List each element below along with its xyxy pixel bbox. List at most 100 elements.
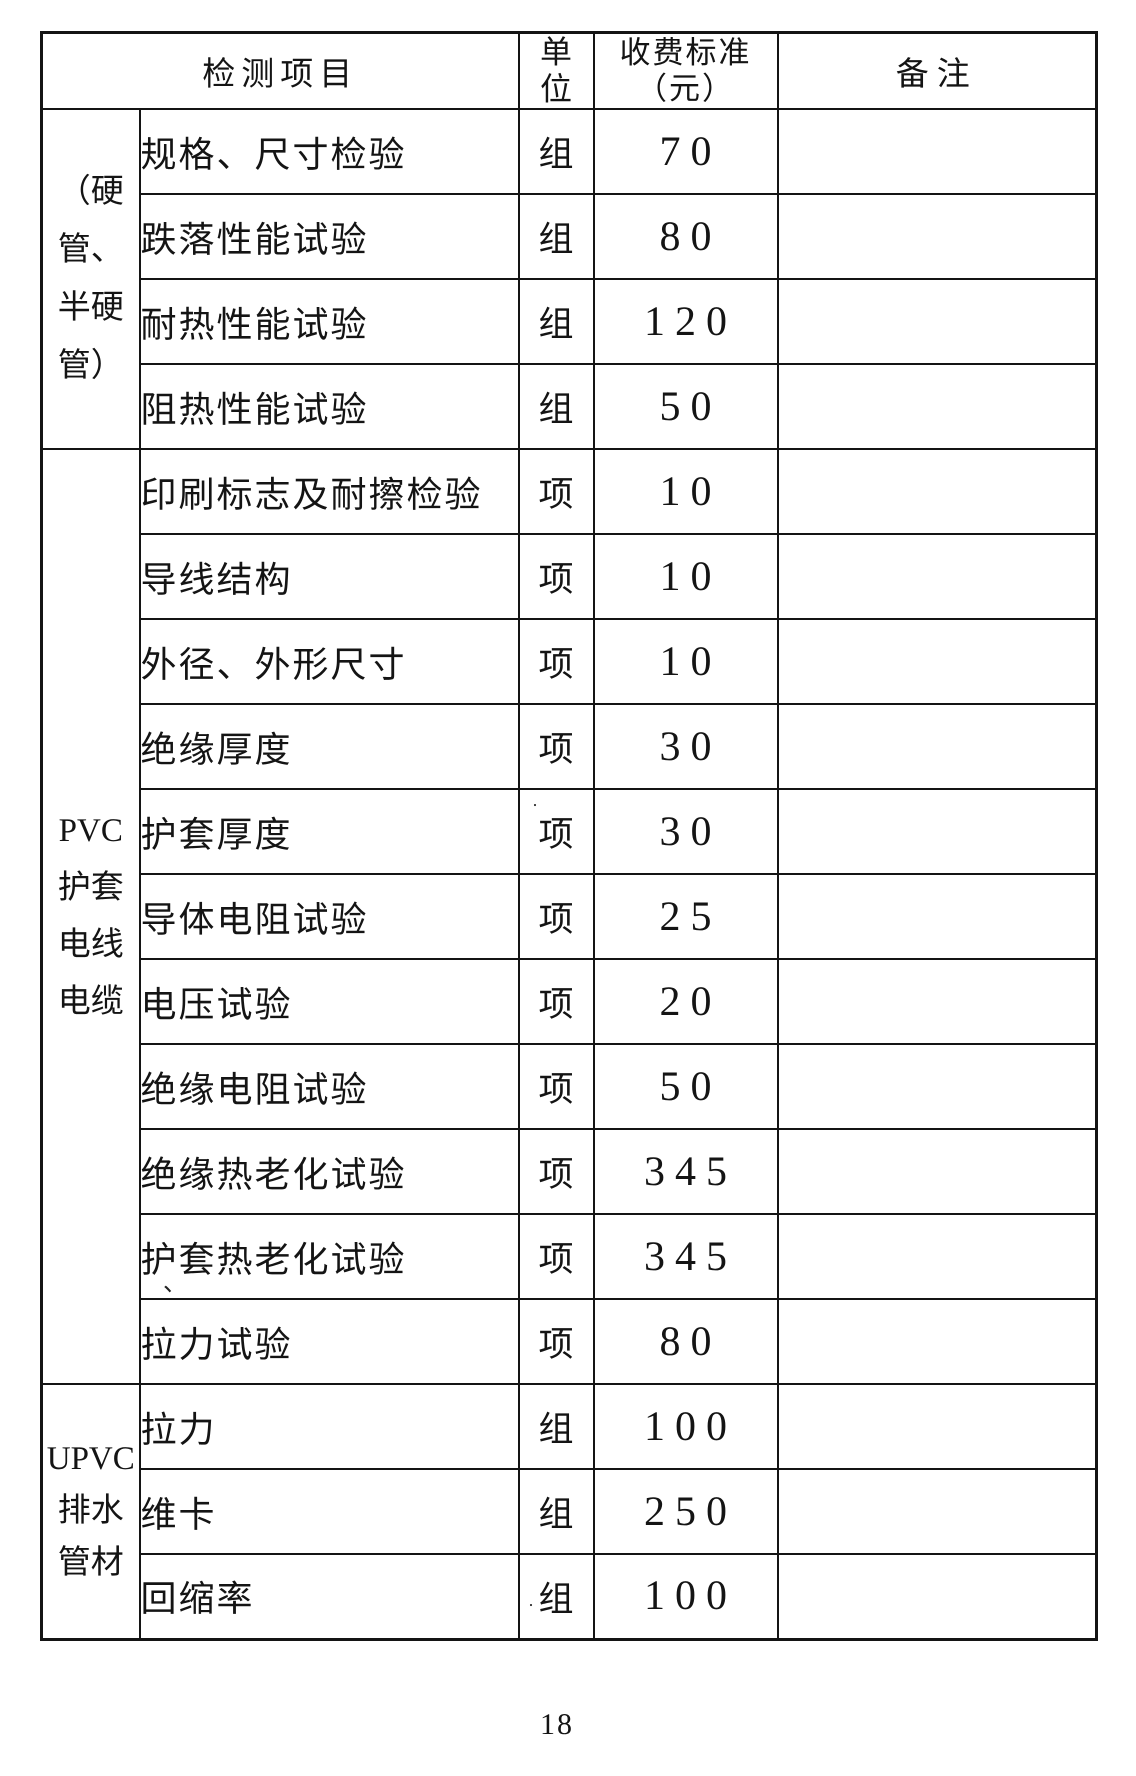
remark-cell xyxy=(776,703,1098,790)
fee-cell: 80 xyxy=(592,193,779,280)
remark-cell xyxy=(776,958,1098,1045)
fee-cell: 345 xyxy=(592,1128,779,1215)
header-remark-column: 备注 xyxy=(776,31,1098,110)
remark-cell xyxy=(776,1468,1098,1555)
unit-cell: 项 xyxy=(517,1043,595,1130)
unit-cell: 项 xyxy=(517,958,595,1045)
unit-cell: 项 xyxy=(517,533,595,620)
fee-cell: 100 xyxy=(592,1383,779,1470)
group-label-line: 电线 xyxy=(57,926,124,963)
item-cell: 耐热性能试验 xyxy=(138,278,520,365)
fee-cell: 10 xyxy=(592,448,779,535)
remark-cell xyxy=(776,1128,1098,1215)
item-cell: 护套厚度 xyxy=(138,788,520,875)
table-row: 拉力试验项 80 xyxy=(42,1298,1098,1385)
table-row: 导体电阻试验项 25 xyxy=(42,873,1098,960)
table-row: 电压试验项 20 xyxy=(42,958,1098,1045)
fee-cell: 10 xyxy=(592,618,779,705)
group-label-line: 电缆 xyxy=(57,983,124,1020)
table-row: 回缩率组 100 xyxy=(42,1553,1098,1640)
fee-cell: 30 xyxy=(592,703,779,790)
item-cell: 规格、尺寸检验 xyxy=(138,108,520,195)
fee-cell: 30 xyxy=(592,788,779,875)
header-unit-line: 单 xyxy=(539,34,572,70)
fee-cell: 80 xyxy=(592,1298,779,1385)
group-label-hard-semi-hard-pipe: （硬 管、 半硬 管） xyxy=(40,108,141,450)
table-row: 护套热老化试验项 345 xyxy=(42,1213,1098,1300)
fee-cell: 250 xyxy=(592,1468,779,1555)
unit-cell: 组 xyxy=(517,193,595,280)
header-item-column: 检测项目 xyxy=(40,31,520,110)
unit-cell: 项 xyxy=(517,448,595,535)
fee-cell: 50 xyxy=(592,1043,779,1130)
item-cell: 绝缘厚度 xyxy=(138,703,520,790)
unit-cell: 项 xyxy=(517,1213,595,1300)
item-cell: 导线结构 xyxy=(138,533,520,620)
item-cell: 跌落性能试验 xyxy=(138,193,520,280)
group-label-line: 半硬 xyxy=(57,290,124,326)
remark-cell xyxy=(776,193,1098,280)
unit-cell: 组 xyxy=(517,1553,595,1640)
item-cell: 拉力试验 xyxy=(138,1298,520,1385)
fee-cell: 100 xyxy=(592,1553,779,1640)
fee-cell: 10 xyxy=(592,533,779,620)
page-number: 18 xyxy=(540,1708,574,1741)
group-label-pvc-sheathed-wire-cable: PVC 护套 电线 电缆 xyxy=(40,448,141,1385)
unit-cell: 项 xyxy=(517,618,595,705)
remark-cell xyxy=(776,1553,1098,1640)
table-row: 护套厚度项 30 xyxy=(42,788,1098,875)
header-fee-line: （元） xyxy=(636,71,735,106)
scan-artifact: · xyxy=(528,1595,534,1615)
item-cell: 电压试验 xyxy=(138,958,520,1045)
table-header-row: 检测项目 单 位 收费标准 （元） 备注 xyxy=(40,31,1098,110)
remark-cell xyxy=(776,363,1098,450)
table-row: 绝缘厚度项 30 xyxy=(42,703,1098,790)
unit-cell: 项 xyxy=(517,1128,595,1215)
unit-cell: 组 xyxy=(517,1468,595,1555)
unit-cell: 项 xyxy=(517,873,595,960)
unit-cell: 组 xyxy=(517,1383,595,1470)
remark-cell xyxy=(776,278,1098,365)
fee-table-body: （硬 管、 半硬 管） 规格、尺寸检验组 70 跌落性能试验组 80 耐热性能试验组 120 阻热性… xyxy=(40,108,1098,1640)
remark-cell xyxy=(776,108,1098,195)
fee-cell: 345 xyxy=(592,1213,779,1300)
fee-table: 检测项目 单 位 收费标准 （元） 备注 （硬 管、 半硬 管） 规格、尺寸检验组 70 跌… xyxy=(40,31,1098,1641)
table-row: 导线结构项 10 xyxy=(42,533,1098,620)
header-unit-line: 位 xyxy=(539,71,572,107)
unit-cell: 项 xyxy=(517,1298,595,1385)
table-row: 跌落性能试验组 80 xyxy=(42,193,1098,280)
remark-cell xyxy=(776,533,1098,620)
header-fee-column: 收费标准 （元） xyxy=(592,31,779,110)
fee-cell: 25 xyxy=(592,873,779,960)
remark-cell xyxy=(776,873,1098,960)
item-cell: 回缩率 xyxy=(138,1553,520,1640)
fee-cell: 70 xyxy=(592,108,779,195)
group-label-upvc-drain-pipe: UPVC 排水 管材 xyxy=(40,1383,141,1640)
table-row: 外径、外形尺寸项 10 xyxy=(42,618,1098,705)
item-cell: 维卡 xyxy=(138,1468,520,1555)
fee-cell: 50 xyxy=(592,363,779,450)
unit-cell: 项 xyxy=(517,703,595,790)
table-row: 绝缘电阻试验项 50 xyxy=(42,1043,1098,1130)
table-row: （硬 管、 半硬 管） 规格、尺寸检验组 70 xyxy=(40,108,1098,450)
unit-cell: 项 xyxy=(517,788,595,875)
table-row: UPVC 排水 管材 拉力组 100 xyxy=(40,1383,1098,1640)
group-label-line: UPVC xyxy=(46,1441,135,1478)
remark-cell xyxy=(776,448,1098,535)
item-cell: 导体电阻试验 xyxy=(138,873,520,960)
remark-cell xyxy=(776,1383,1098,1470)
header-unit-column: 单 位 xyxy=(517,31,595,110)
unit-cell: 组 xyxy=(517,108,595,195)
group-label-line: 护套 xyxy=(57,869,124,906)
remark-cell xyxy=(776,1213,1098,1300)
remark-cell xyxy=(776,1043,1098,1130)
scan-artifact: · xyxy=(532,795,538,815)
unit-cell: 组 xyxy=(517,363,595,450)
fee-cell: 20 xyxy=(592,958,779,1045)
group-label-line: 管材 xyxy=(57,1545,124,1582)
table-row: PVC 护套 电线 电缆 印刷标志及耐擦检验项 10 xyxy=(40,448,1098,1385)
table-row: 阻热性能试验组 50 xyxy=(42,363,1098,450)
group-label-line: 管、 xyxy=(57,232,124,268)
item-cell: 绝缘电阻试验 xyxy=(138,1043,520,1130)
